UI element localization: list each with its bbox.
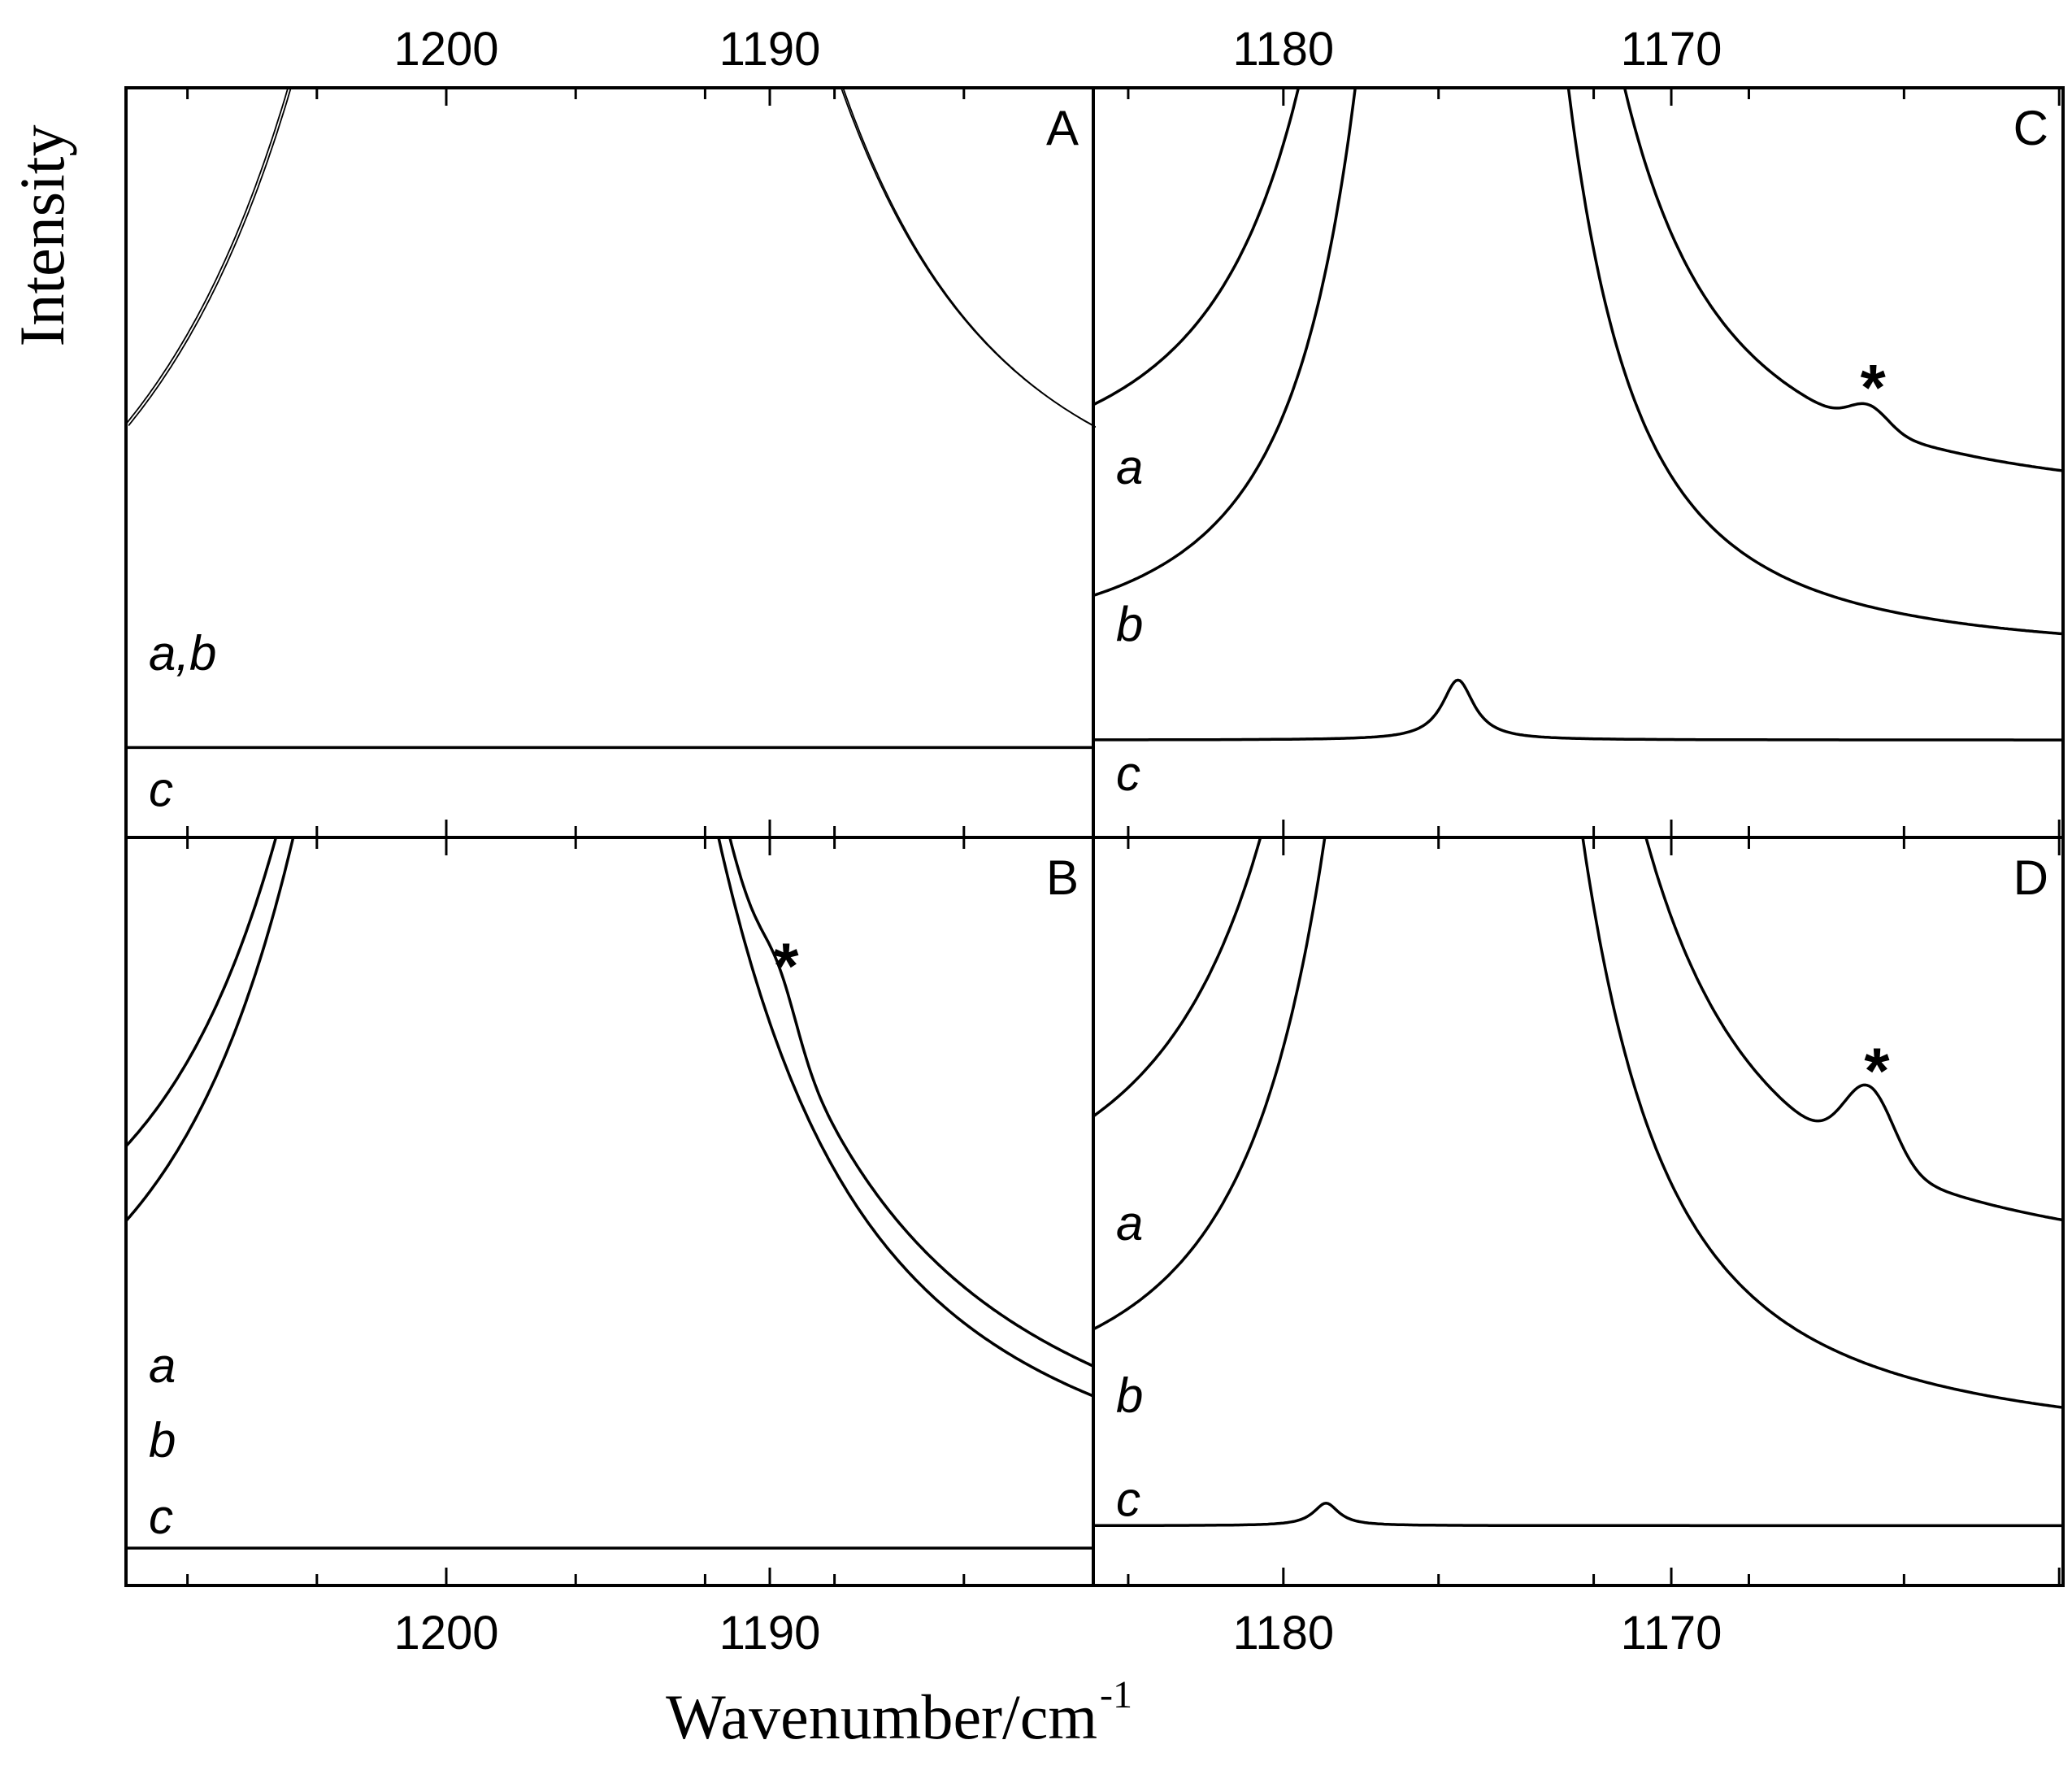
frames-layer (124, 86, 2065, 1587)
tick-label-a-0: 1200 (393, 23, 498, 76)
y-axis-title: Intensity (7, 125, 77, 347)
peak-marker-d: * (1864, 1034, 1890, 1107)
curve-label-d-c: c (1116, 1472, 1140, 1526)
curve-d-a (1093, 837, 2063, 1222)
tick-label-d-0: 1180 (1232, 1607, 1334, 1659)
tick-label-a-1: 1190 (719, 23, 821, 76)
panel-frame-a (124, 86, 1095, 839)
curve-b-b (126, 837, 1093, 1398)
curve-a-ab-second (128, 89, 1096, 428)
curve-c-b (1093, 88, 2063, 636)
curve-c-c (1093, 678, 2063, 742)
peak-marker-b: * (773, 930, 799, 1003)
curve-label-c-b: b (1116, 598, 1143, 652)
panel-letter-a: A (1046, 101, 1079, 155)
panel-frame-b (124, 836, 1095, 1587)
curve-a-ab (126, 88, 1093, 427)
x-axis-title: Wavenumber/cm (666, 1681, 1097, 1752)
tick-label-d-1: 1170 (1621, 1607, 1722, 1659)
curve-b-a (126, 837, 1093, 1368)
curve-label-a-c: c (149, 762, 173, 816)
panel-letter-d: D (2013, 850, 2048, 905)
curve-c-a (1093, 88, 2063, 472)
curve-d-b (1093, 837, 2063, 1409)
curve-label-b-a: a (149, 1338, 176, 1393)
panel-letter-b: B (1046, 850, 1079, 905)
tick-label-b-0: 1200 (393, 1607, 498, 1659)
x-axis-title-superscript: -1 (1100, 1673, 1132, 1716)
curve-label-d-a: a (1116, 1196, 1143, 1251)
panel-frame-c (1092, 86, 2065, 839)
curve-label-a-ab: a,b (149, 626, 216, 681)
panel-letter-c: C (2013, 101, 2048, 155)
curve-d-c (1093, 1502, 2063, 1528)
tick-label-c-0: 1180 (1232, 23, 1334, 76)
curve-label-b-b: b (149, 1413, 176, 1468)
curve-label-c-c: c (1116, 746, 1140, 801)
curve-label-d-b: b (1116, 1368, 1143, 1423)
peak-marker-c: * (1861, 351, 1887, 424)
panel-frame-d (1092, 836, 2065, 1587)
ticks-layer (186, 88, 2061, 1585)
text-layer: a,bc12001190A*abc12001190B*abc11801170C*… (149, 23, 2048, 1659)
tick-label-b-1: 1190 (719, 1607, 821, 1659)
curve-label-c-a: a (1116, 440, 1143, 494)
tick-label-c-1: 1170 (1621, 23, 1722, 76)
curve-label-b-c: c (149, 1490, 173, 1544)
curves-layer (126, 88, 2063, 1550)
